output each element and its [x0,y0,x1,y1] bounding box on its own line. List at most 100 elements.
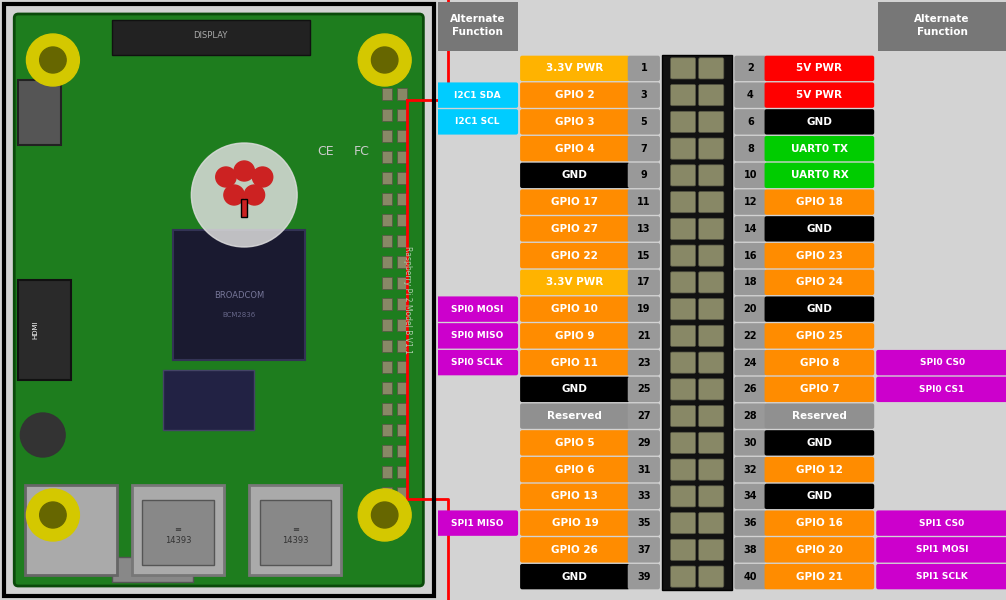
FancyBboxPatch shape [628,136,660,161]
FancyBboxPatch shape [670,325,695,346]
FancyBboxPatch shape [698,138,723,159]
FancyBboxPatch shape [397,277,407,289]
FancyBboxPatch shape [734,269,767,295]
FancyBboxPatch shape [438,2,518,51]
FancyBboxPatch shape [698,566,723,587]
Text: DISPLAY: DISPLAY [193,31,227,40]
FancyBboxPatch shape [765,136,874,161]
FancyBboxPatch shape [734,163,767,188]
FancyBboxPatch shape [765,350,874,376]
FancyBboxPatch shape [734,56,767,81]
Text: 6: 6 [747,117,753,127]
FancyBboxPatch shape [765,216,874,242]
FancyBboxPatch shape [670,272,695,293]
FancyBboxPatch shape [520,323,630,349]
FancyBboxPatch shape [520,564,630,589]
FancyBboxPatch shape [381,88,391,100]
FancyBboxPatch shape [520,109,630,134]
Text: GPIO 17: GPIO 17 [551,197,599,207]
FancyBboxPatch shape [397,298,407,310]
Text: 28: 28 [743,411,758,421]
FancyBboxPatch shape [112,557,193,582]
FancyBboxPatch shape [112,20,311,55]
FancyBboxPatch shape [628,537,660,563]
Text: 14: 14 [743,224,758,234]
FancyBboxPatch shape [670,111,695,133]
Circle shape [253,167,273,187]
Text: GND: GND [807,438,832,448]
Text: 26: 26 [743,385,758,394]
FancyBboxPatch shape [397,256,407,268]
FancyBboxPatch shape [397,361,407,373]
Circle shape [244,185,265,205]
Text: 25: 25 [637,385,651,394]
Circle shape [371,47,398,73]
FancyBboxPatch shape [397,445,407,457]
FancyBboxPatch shape [734,457,767,482]
FancyBboxPatch shape [765,190,874,215]
FancyBboxPatch shape [765,403,874,429]
FancyBboxPatch shape [381,172,391,184]
Text: CE: CE [317,145,334,158]
FancyBboxPatch shape [397,151,407,163]
Text: 4: 4 [747,90,753,100]
FancyBboxPatch shape [436,350,518,376]
Circle shape [371,502,398,528]
Text: 34: 34 [743,491,758,502]
FancyBboxPatch shape [698,111,723,133]
FancyBboxPatch shape [765,109,874,134]
Text: 3: 3 [641,90,647,100]
Text: SPI1 MISO: SPI1 MISO [451,518,503,527]
Text: 23: 23 [637,358,651,368]
FancyBboxPatch shape [698,325,723,346]
FancyBboxPatch shape [520,537,630,563]
Text: GPIO 12: GPIO 12 [796,464,843,475]
FancyBboxPatch shape [436,82,518,108]
FancyBboxPatch shape [670,245,695,266]
Text: SPI0 MISO: SPI0 MISO [451,331,503,340]
Text: GPIO 20: GPIO 20 [796,545,843,555]
FancyBboxPatch shape [436,323,518,349]
FancyBboxPatch shape [397,235,407,247]
FancyBboxPatch shape [381,193,391,205]
FancyBboxPatch shape [381,403,391,415]
FancyBboxPatch shape [765,56,874,81]
Text: BCM2836: BCM2836 [222,312,256,318]
FancyBboxPatch shape [628,564,660,589]
Text: GND: GND [807,491,832,502]
FancyBboxPatch shape [734,403,767,429]
Text: 5: 5 [641,117,647,127]
FancyBboxPatch shape [734,350,767,376]
FancyBboxPatch shape [670,566,695,587]
FancyBboxPatch shape [765,430,874,455]
FancyBboxPatch shape [18,280,71,380]
Text: 17: 17 [637,277,651,287]
FancyBboxPatch shape [520,484,630,509]
FancyBboxPatch shape [381,130,391,142]
FancyBboxPatch shape [765,163,874,188]
FancyBboxPatch shape [163,370,255,430]
Text: 5V PWR: 5V PWR [797,64,842,73]
FancyBboxPatch shape [381,382,391,394]
FancyBboxPatch shape [670,191,695,213]
FancyBboxPatch shape [878,2,1006,51]
Text: 33: 33 [637,491,651,502]
FancyBboxPatch shape [397,466,407,478]
FancyBboxPatch shape [381,235,391,247]
FancyBboxPatch shape [520,136,630,161]
FancyBboxPatch shape [734,430,767,455]
FancyBboxPatch shape [698,58,723,79]
FancyBboxPatch shape [381,298,391,310]
Circle shape [224,185,244,205]
FancyBboxPatch shape [765,243,874,268]
FancyBboxPatch shape [628,484,660,509]
Text: GPIO 7: GPIO 7 [800,385,839,394]
FancyBboxPatch shape [765,484,874,509]
FancyBboxPatch shape [670,299,695,320]
Text: 20: 20 [743,304,758,314]
Text: SPI1 MOSI: SPI1 MOSI [915,545,969,554]
Text: SPI0 MOSI: SPI0 MOSI [451,305,503,314]
Text: 3.3V PWR: 3.3V PWR [546,277,604,287]
FancyBboxPatch shape [381,109,391,121]
Text: 8: 8 [747,143,753,154]
